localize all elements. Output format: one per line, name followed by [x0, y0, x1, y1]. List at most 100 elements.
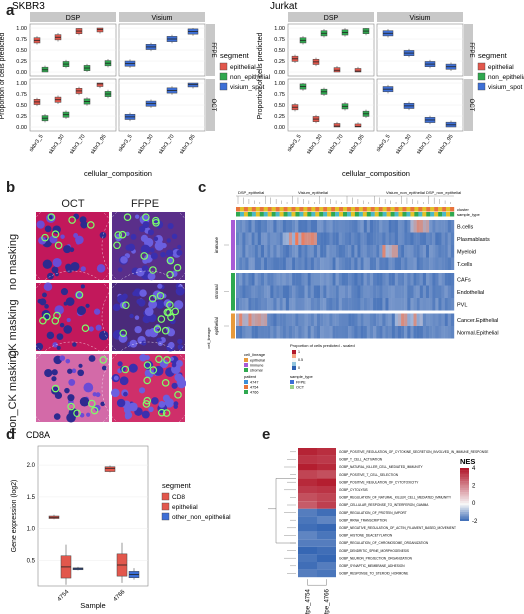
row-label: PVL	[457, 302, 467, 308]
annotation-track-cell	[390, 212, 395, 217]
heatmap-cell	[338, 232, 343, 245]
heatmap-cell	[338, 285, 343, 298]
cell-outline	[54, 241, 63, 250]
heatmap-cell	[435, 326, 439, 339]
cell-nucleus	[128, 363, 138, 373]
heatmap-cell	[419, 285, 424, 298]
heatmap-cell	[413, 232, 417, 245]
x-axis-label: Sample	[80, 601, 105, 610]
heatmap-cell	[335, 232, 339, 245]
heatmap-cell	[282, 220, 287, 233]
cell-nucleus	[148, 327, 159, 338]
annotation-track-cell	[426, 207, 431, 212]
legend-label: stromal	[250, 369, 263, 373]
heatmap-cell	[447, 298, 452, 311]
heatmap-cell	[435, 232, 439, 245]
cell-nucleus	[142, 221, 150, 229]
heatmap-cell	[257, 313, 262, 326]
heatmap-cell	[360, 298, 364, 311]
heatmap-cell	[363, 245, 367, 258]
term-label: GOBP_REGULATION_OF_NATURAL_KILLER_CELL_M…	[339, 496, 452, 500]
term-label: GOBP_RRNA_TRANSCRIPTION	[339, 518, 388, 522]
heatmap-cell	[413, 313, 417, 326]
annotation-track-cell	[358, 212, 364, 217]
heatmap-cell	[450, 285, 455, 298]
row-dendrogram	[268, 478, 296, 544]
heatmap-cell	[317, 501, 336, 509]
y-tick-label: 0.75	[16, 92, 27, 98]
cell-nucleus	[52, 225, 61, 234]
heatmap-cell	[329, 326, 333, 339]
cell-outline	[161, 379, 170, 387]
heatmap-cell	[357, 298, 361, 311]
heatmap-cell	[382, 285, 386, 298]
cell-nucleus	[171, 233, 178, 240]
cell-nucleus	[141, 410, 150, 419]
annotation-track-cell	[295, 212, 300, 217]
annotation-track-cell	[323, 207, 328, 212]
annotation-track-cell	[410, 212, 415, 217]
heatmap-cell	[236, 220, 240, 233]
heatmap-cell	[407, 232, 411, 245]
heatmap-cell	[270, 326, 274, 339]
annotation-track-cell	[414, 212, 419, 217]
heatmap-cell	[251, 285, 255, 298]
microscopy-tile	[36, 212, 119, 293]
heatmap-cell	[270, 220, 274, 233]
heatmap-cell	[369, 273, 374, 286]
annotation-track-cell	[307, 207, 312, 212]
term-label: GOBP_SYNAPTIC_MEMBRANE_ADHESION	[339, 564, 405, 568]
annotation-track-cell	[236, 212, 241, 217]
annotation-track-cell	[406, 212, 411, 217]
heatmap-cell	[304, 313, 308, 326]
heatmap-cell	[366, 257, 371, 270]
cell-nucleus	[94, 404, 101, 412]
heatmap-cell	[310, 220, 315, 233]
legend-swatch	[290, 380, 294, 384]
heatmap-cell	[413, 257, 417, 270]
cell-nucleus	[127, 243, 135, 252]
annotation-track-cell	[430, 212, 435, 217]
heatmap-cell	[413, 273, 417, 286]
heatmap-cell	[304, 285, 308, 298]
heatmap-cell	[407, 298, 411, 311]
cell-nucleus	[117, 267, 123, 272]
heatmap-cell	[366, 285, 371, 298]
heatmap-cell	[385, 273, 389, 286]
legend-gradient-step	[292, 358, 296, 362]
legend-label: non_epithelial	[488, 74, 524, 81]
legend-gradient-step	[460, 483, 469, 486]
heatmap-cell	[304, 273, 308, 286]
heatmap-cell	[348, 232, 352, 245]
legend-title: cell_lineage	[244, 352, 266, 357]
legend-gradient-step	[460, 472, 469, 475]
heatmap-cell	[341, 220, 346, 233]
heatmap-cell	[335, 220, 339, 233]
heatmap-cell	[429, 285, 433, 298]
cell-outline	[142, 400, 151, 408]
heatmap-cell	[307, 326, 311, 339]
cell-nucleus	[125, 231, 130, 236]
heatmap-cell	[320, 245, 324, 258]
heatmap-cell	[441, 298, 445, 311]
heatmap-cell	[388, 273, 392, 286]
heatmap-cell	[438, 220, 442, 233]
annotation-track-cell	[247, 212, 253, 217]
heatmap-cell	[404, 313, 408, 326]
heatmap-cell	[236, 245, 240, 258]
heatmap-cell	[394, 257, 399, 270]
cell-nucleus	[66, 318, 71, 323]
facet-row-strip	[206, 24, 215, 76]
heatmap-cell	[348, 257, 352, 270]
cell-nucleus	[75, 240, 81, 245]
x-tick-label: skbr3_30	[306, 134, 324, 156]
term-label: GOBP_NATURAL_KILLER_CELL_MEDIATED_IMMUNI…	[339, 465, 424, 469]
heatmap-cell	[298, 501, 317, 509]
heatmap-cell	[373, 245, 377, 258]
heatmap-cell	[369, 285, 374, 298]
facet-row-label: OCT	[210, 99, 216, 112]
column-label: ffpe_4766	[325, 589, 331, 614]
heatmap-cell	[298, 470, 317, 479]
heatmap-cell	[369, 257, 374, 270]
cell-nucleus	[177, 344, 184, 350]
